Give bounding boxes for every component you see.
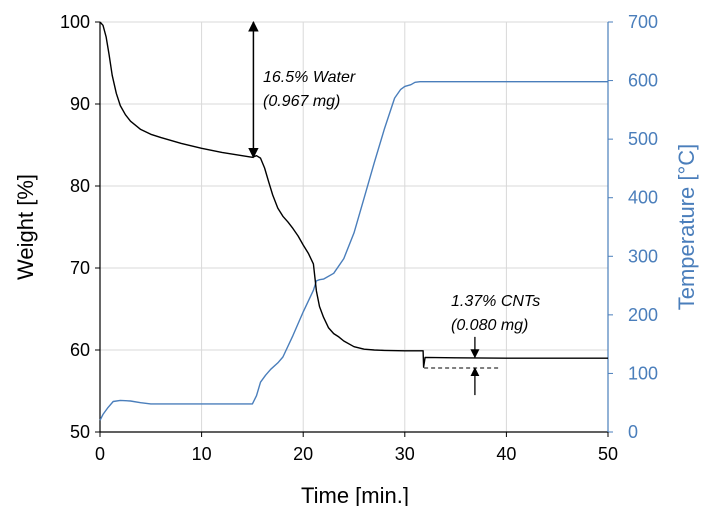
y-tick-label: 50 bbox=[70, 422, 90, 442]
weight-line bbox=[99, 21, 608, 368]
cnt-annotation-line1: 1.37% CNTs bbox=[451, 293, 540, 310]
x-tick-label: 20 bbox=[293, 444, 313, 464]
y2-tick-label: 600 bbox=[628, 71, 658, 91]
y-axis-title: Weight [%] bbox=[13, 174, 38, 280]
y-tick-label: 60 bbox=[70, 340, 90, 360]
time-axis-ticks: 0 10 20 30 40 50 bbox=[95, 432, 618, 464]
y2-tick-label: 700 bbox=[628, 12, 658, 32]
plot-area bbox=[99, 22, 609, 433]
y2-tick-label: 300 bbox=[628, 246, 658, 266]
weight-axis-ticks: 50 60 70 80 90 100 bbox=[60, 12, 100, 442]
temperature-axis-ticks: 0 100 200 300 400 500 600 700 bbox=[608, 12, 658, 442]
y2-tick-label: 100 bbox=[628, 363, 658, 383]
x-tick-label: 10 bbox=[192, 444, 212, 464]
y2-axis-title: Temperature [°C] bbox=[674, 144, 699, 311]
x-tick-label: 50 bbox=[598, 444, 618, 464]
weight-series bbox=[99, 21, 608, 368]
y2-tick-label: 500 bbox=[628, 129, 658, 149]
annotations bbox=[248, 20, 500, 396]
y2-tick-label: 200 bbox=[628, 305, 658, 325]
temperature-series bbox=[99, 81, 608, 421]
x-tick-label: 0 bbox=[95, 444, 105, 464]
y-tick-label: 70 bbox=[70, 258, 90, 278]
x-tick-label: 30 bbox=[395, 444, 415, 464]
y-tick-label: 80 bbox=[70, 176, 90, 196]
y2-tick-label: 0 bbox=[628, 422, 638, 442]
y2-tick-label: 400 bbox=[628, 188, 658, 208]
y-tick-label: 90 bbox=[70, 94, 90, 114]
cnt-annotation-line2: (0.080 mg) bbox=[451, 317, 528, 334]
water-annotation-line2: (0.967 mg) bbox=[263, 93, 340, 110]
x-tick-label: 40 bbox=[496, 444, 516, 464]
water-annotation-line1: 16.5% Water bbox=[263, 69, 356, 86]
x-axis-title: Time [min.] bbox=[301, 483, 409, 506]
y-tick-label: 100 bbox=[60, 12, 90, 32]
temperature-line bbox=[99, 81, 608, 421]
